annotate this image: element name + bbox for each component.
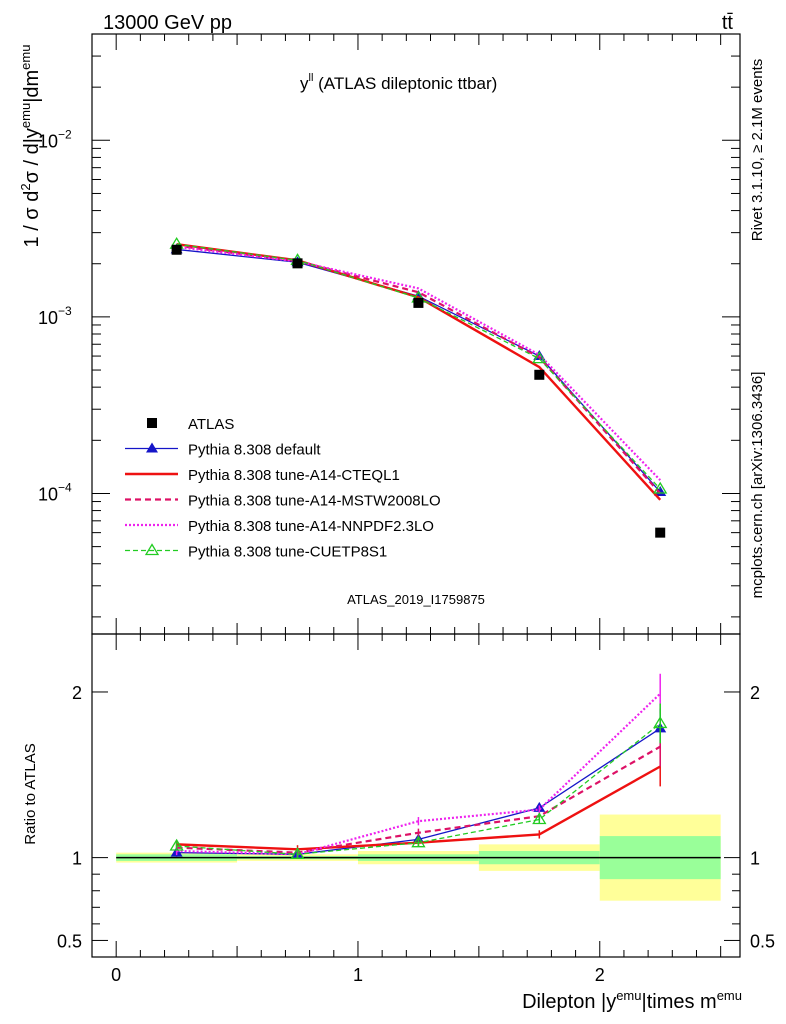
atlas-data-point bbox=[534, 369, 545, 380]
legend-label: ATLAS bbox=[188, 416, 234, 433]
ratio-tick-label-right: 2 bbox=[750, 683, 760, 703]
atlas-data-point bbox=[655, 527, 666, 538]
atlas-data-point bbox=[171, 244, 182, 255]
analysis-watermark: ATLAS_2019_I1759875 bbox=[347, 592, 485, 607]
x-tick-label: 2 bbox=[595, 965, 605, 985]
ratio-tick-label-left: 1 bbox=[72, 849, 82, 869]
rivet-version-label: Rivet 3.1.10, ≥ 2.1M events bbox=[749, 59, 766, 242]
ratio-tick-label-left: 0.5 bbox=[57, 931, 82, 951]
legend-label: Pythia 8.308 default bbox=[188, 442, 321, 459]
legend: ATLAS Pythia 8.308 default Pythia 8.308 tu… bbox=[125, 416, 441, 561]
atlas-data-point bbox=[292, 258, 303, 269]
series-point-ratio bbox=[411, 835, 426, 848]
series-point-ratio bbox=[653, 716, 668, 729]
series-point-ratio bbox=[532, 812, 547, 825]
mcplots-label: mcplots.cern.ch [arXiv:1306.3436] bbox=[749, 372, 766, 599]
legend-label: Pythia 8.308 tune-A14-MSTW2008LO bbox=[188, 493, 441, 510]
series-point-main bbox=[532, 351, 547, 364]
ratio-plot-area: 0 1 2 2 2 1 1 0.5 0.5 bbox=[57, 633, 775, 985]
y-tick-label: 10−3 bbox=[38, 304, 72, 328]
ratio-tick-label-left: 2 bbox=[72, 683, 82, 703]
series-line-main bbox=[176, 245, 662, 481]
atlas-data-point bbox=[413, 297, 424, 308]
legend-marker bbox=[146, 442, 158, 453]
legend-marker bbox=[144, 543, 160, 556]
series-point-main bbox=[653, 481, 668, 494]
series-point-ratio bbox=[290, 847, 305, 859]
y-axis-label: 1 / σ d2σ / d|yemu|dmemu bbox=[18, 45, 43, 248]
ratio-plot-frame bbox=[91, 633, 741, 958]
series-line-ratio bbox=[176, 692, 661, 856]
y-tick-label: 10−4 bbox=[38, 480, 72, 504]
plot-title: yll (ATLAS dileptonic ttbar) bbox=[300, 72, 497, 93]
ratio-tick-label-right: 0.5 bbox=[750, 931, 775, 951]
x-axis-label: Dilepton |yemu|times memu bbox=[522, 988, 742, 1013]
legend-label: Pythia 8.308 tune-CUETP8S1 bbox=[188, 544, 387, 561]
collision-energy-label: 13000 GeV pp bbox=[103, 12, 232, 34]
x-tick-label: 1 bbox=[353, 965, 363, 985]
series-point-ratio bbox=[169, 838, 184, 851]
process-label: tt̄ bbox=[722, 12, 734, 34]
ratio-tick-label-right: 1 bbox=[750, 849, 760, 869]
ratio-y-axis-label: Ratio to ATLAS bbox=[22, 743, 39, 844]
main-plot-area: 10−2 10−3 10−4 bbox=[38, 33, 741, 635]
legend-marker-atlas bbox=[147, 418, 157, 428]
series-line-main bbox=[176, 243, 662, 501]
y-tick-label: 10−2 bbox=[38, 127, 72, 151]
x-tick-label: 0 bbox=[111, 965, 121, 985]
legend-label: Pythia 8.308 tune-A14-NNPDF2.3LO bbox=[188, 518, 434, 535]
legend-label: Pythia 8.308 tune-A14-CTEQL1 bbox=[188, 467, 400, 484]
